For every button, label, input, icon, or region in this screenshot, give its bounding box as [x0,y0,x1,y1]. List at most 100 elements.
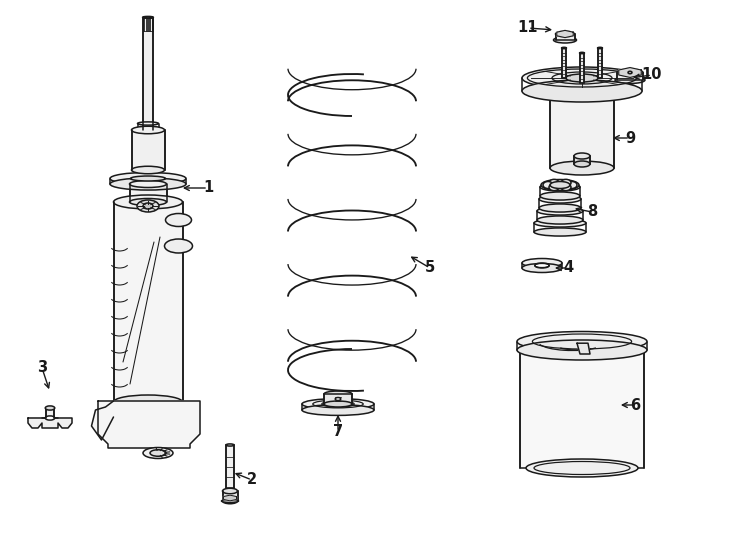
Text: 5: 5 [425,260,435,275]
Ellipse shape [526,459,638,477]
Ellipse shape [517,340,647,360]
Polygon shape [28,418,72,428]
Text: 11: 11 [517,21,538,36]
Text: 8: 8 [587,205,597,219]
Ellipse shape [539,204,581,212]
Ellipse shape [324,401,352,407]
Polygon shape [619,68,642,77]
Ellipse shape [137,200,159,212]
Ellipse shape [335,397,341,401]
Bar [574,156,590,164]
Ellipse shape [561,184,571,191]
Polygon shape [577,343,590,354]
Ellipse shape [522,67,642,89]
Ellipse shape [615,77,645,84]
Bar [562,48,566,78]
Ellipse shape [562,48,567,49]
Ellipse shape [550,84,614,98]
Ellipse shape [580,52,584,53]
Ellipse shape [143,203,153,209]
Ellipse shape [549,184,559,191]
Text: 6: 6 [630,397,640,413]
Ellipse shape [556,31,575,37]
Bar [597,48,602,78]
Ellipse shape [522,259,562,267]
Ellipse shape [574,153,590,159]
Bar [520,350,644,468]
Ellipse shape [550,161,614,175]
Ellipse shape [143,448,173,458]
Bar [324,394,352,404]
Ellipse shape [150,450,166,456]
Ellipse shape [302,404,374,415]
Ellipse shape [541,179,579,191]
Ellipse shape [517,332,647,352]
Ellipse shape [131,176,165,181]
Ellipse shape [165,213,192,226]
Ellipse shape [540,192,580,200]
Bar [114,202,183,402]
Ellipse shape [142,16,153,18]
Bar [129,184,167,202]
Polygon shape [92,401,114,440]
Bar [617,72,643,80]
Bar [226,445,234,491]
Ellipse shape [226,444,234,446]
Bar [46,408,54,418]
Bar [580,53,584,83]
Bar [131,130,164,170]
Ellipse shape [553,37,576,43]
Ellipse shape [567,181,577,188]
Ellipse shape [534,219,586,227]
Text: 2: 2 [247,472,257,488]
Ellipse shape [617,69,643,76]
Ellipse shape [574,161,590,167]
Polygon shape [224,495,236,501]
Text: 10: 10 [642,68,662,83]
Text: 1: 1 [203,180,213,195]
Text: 7: 7 [333,424,343,440]
Text: 9: 9 [625,131,635,145]
Ellipse shape [535,263,549,268]
Ellipse shape [537,207,583,215]
Ellipse shape [543,181,553,188]
Ellipse shape [131,126,164,134]
Polygon shape [557,30,573,38]
Ellipse shape [46,416,55,420]
Ellipse shape [566,74,598,82]
Ellipse shape [550,181,570,188]
Ellipse shape [540,183,580,191]
Ellipse shape [534,228,586,236]
Ellipse shape [324,391,352,397]
Ellipse shape [597,48,603,49]
Ellipse shape [164,239,192,253]
Text: 4: 4 [563,260,573,275]
Ellipse shape [561,179,571,186]
Ellipse shape [522,264,562,273]
Ellipse shape [46,406,55,410]
Bar [222,491,238,501]
Ellipse shape [222,500,239,503]
Ellipse shape [537,216,583,224]
Ellipse shape [539,195,581,203]
Bar [550,91,614,168]
Ellipse shape [129,180,167,187]
Text: 3: 3 [37,361,47,375]
Ellipse shape [628,71,632,74]
Polygon shape [98,401,200,448]
Bar [556,34,575,40]
Ellipse shape [137,122,159,125]
Bar [143,18,153,130]
Ellipse shape [137,129,159,132]
Ellipse shape [302,399,374,409]
Ellipse shape [114,195,183,209]
Ellipse shape [222,498,238,504]
Ellipse shape [522,80,642,102]
Ellipse shape [129,199,167,206]
Ellipse shape [114,395,183,409]
Ellipse shape [222,488,238,494]
Ellipse shape [131,166,164,174]
Ellipse shape [110,178,186,190]
Ellipse shape [549,179,559,186]
Ellipse shape [110,172,186,185]
